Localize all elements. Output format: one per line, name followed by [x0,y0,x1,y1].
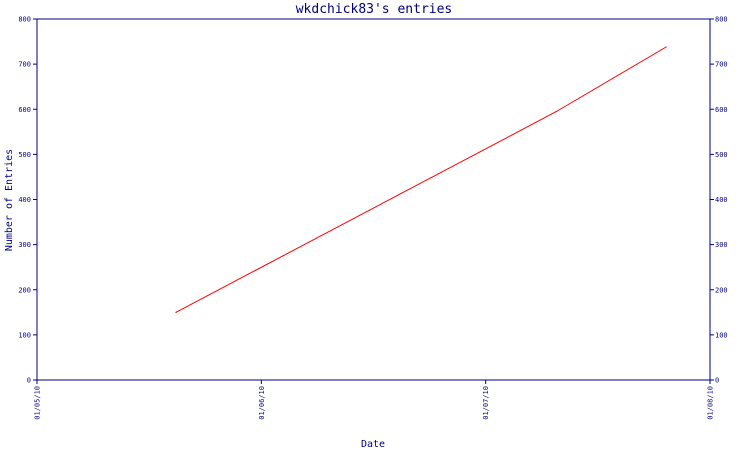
y-tick-label-left: 500 [18,151,31,159]
plot-border [36,18,711,381]
y-tick-label-right: 0 [715,377,719,385]
y-tick-label-left: 400 [18,196,31,204]
x-axis-title: Date [361,439,385,450]
y-tick-label-right: 400 [715,196,728,204]
x-tick-label: 01/08/10 [707,386,715,420]
y-tick-label-right: 100 [715,331,728,339]
y-axis-title: Number of Entries [4,149,15,251]
y-axis-left: 0 100 200 300 400 500 600 700 800 [18,16,37,385]
plot-area [36,18,711,381]
y-tick-label-left: 800 [18,16,31,24]
y-tick-label-right: 200 [715,286,728,294]
y-tick-label-right: 300 [715,241,728,249]
y-tick-label-right: 500 [715,151,728,159]
x-tick-label: 01/07/10 [482,386,490,420]
x-tick-label: 01/05/10 [34,386,42,420]
chart-title: wkdchick83's entries [296,2,453,17]
y-tick-label-left: 0 [27,377,31,385]
y-tick-label-left: 200 [18,286,31,294]
y-tick-label-left: 600 [18,106,31,114]
series-layer [175,46,667,313]
y-tick-label-left: 300 [18,241,31,249]
y-tick-label-right: 800 [715,16,728,24]
y-tick-label-right: 700 [715,61,728,69]
x-tick-label: 01/06/10 [258,386,266,420]
y-tick-label-left: 100 [18,331,31,339]
y-axis-right: 0 100 200 300 400 500 600 700 800 [710,16,728,385]
series-line [175,46,667,313]
x-axis: 01/05/10 01/06/10 01/07/10 01/08/10 [34,380,715,420]
data-point [555,110,557,113]
data-point [175,311,177,313]
data-point [665,46,667,48]
y-tick-label-left: 700 [18,61,31,69]
y-tick-label-right: 600 [715,106,728,114]
